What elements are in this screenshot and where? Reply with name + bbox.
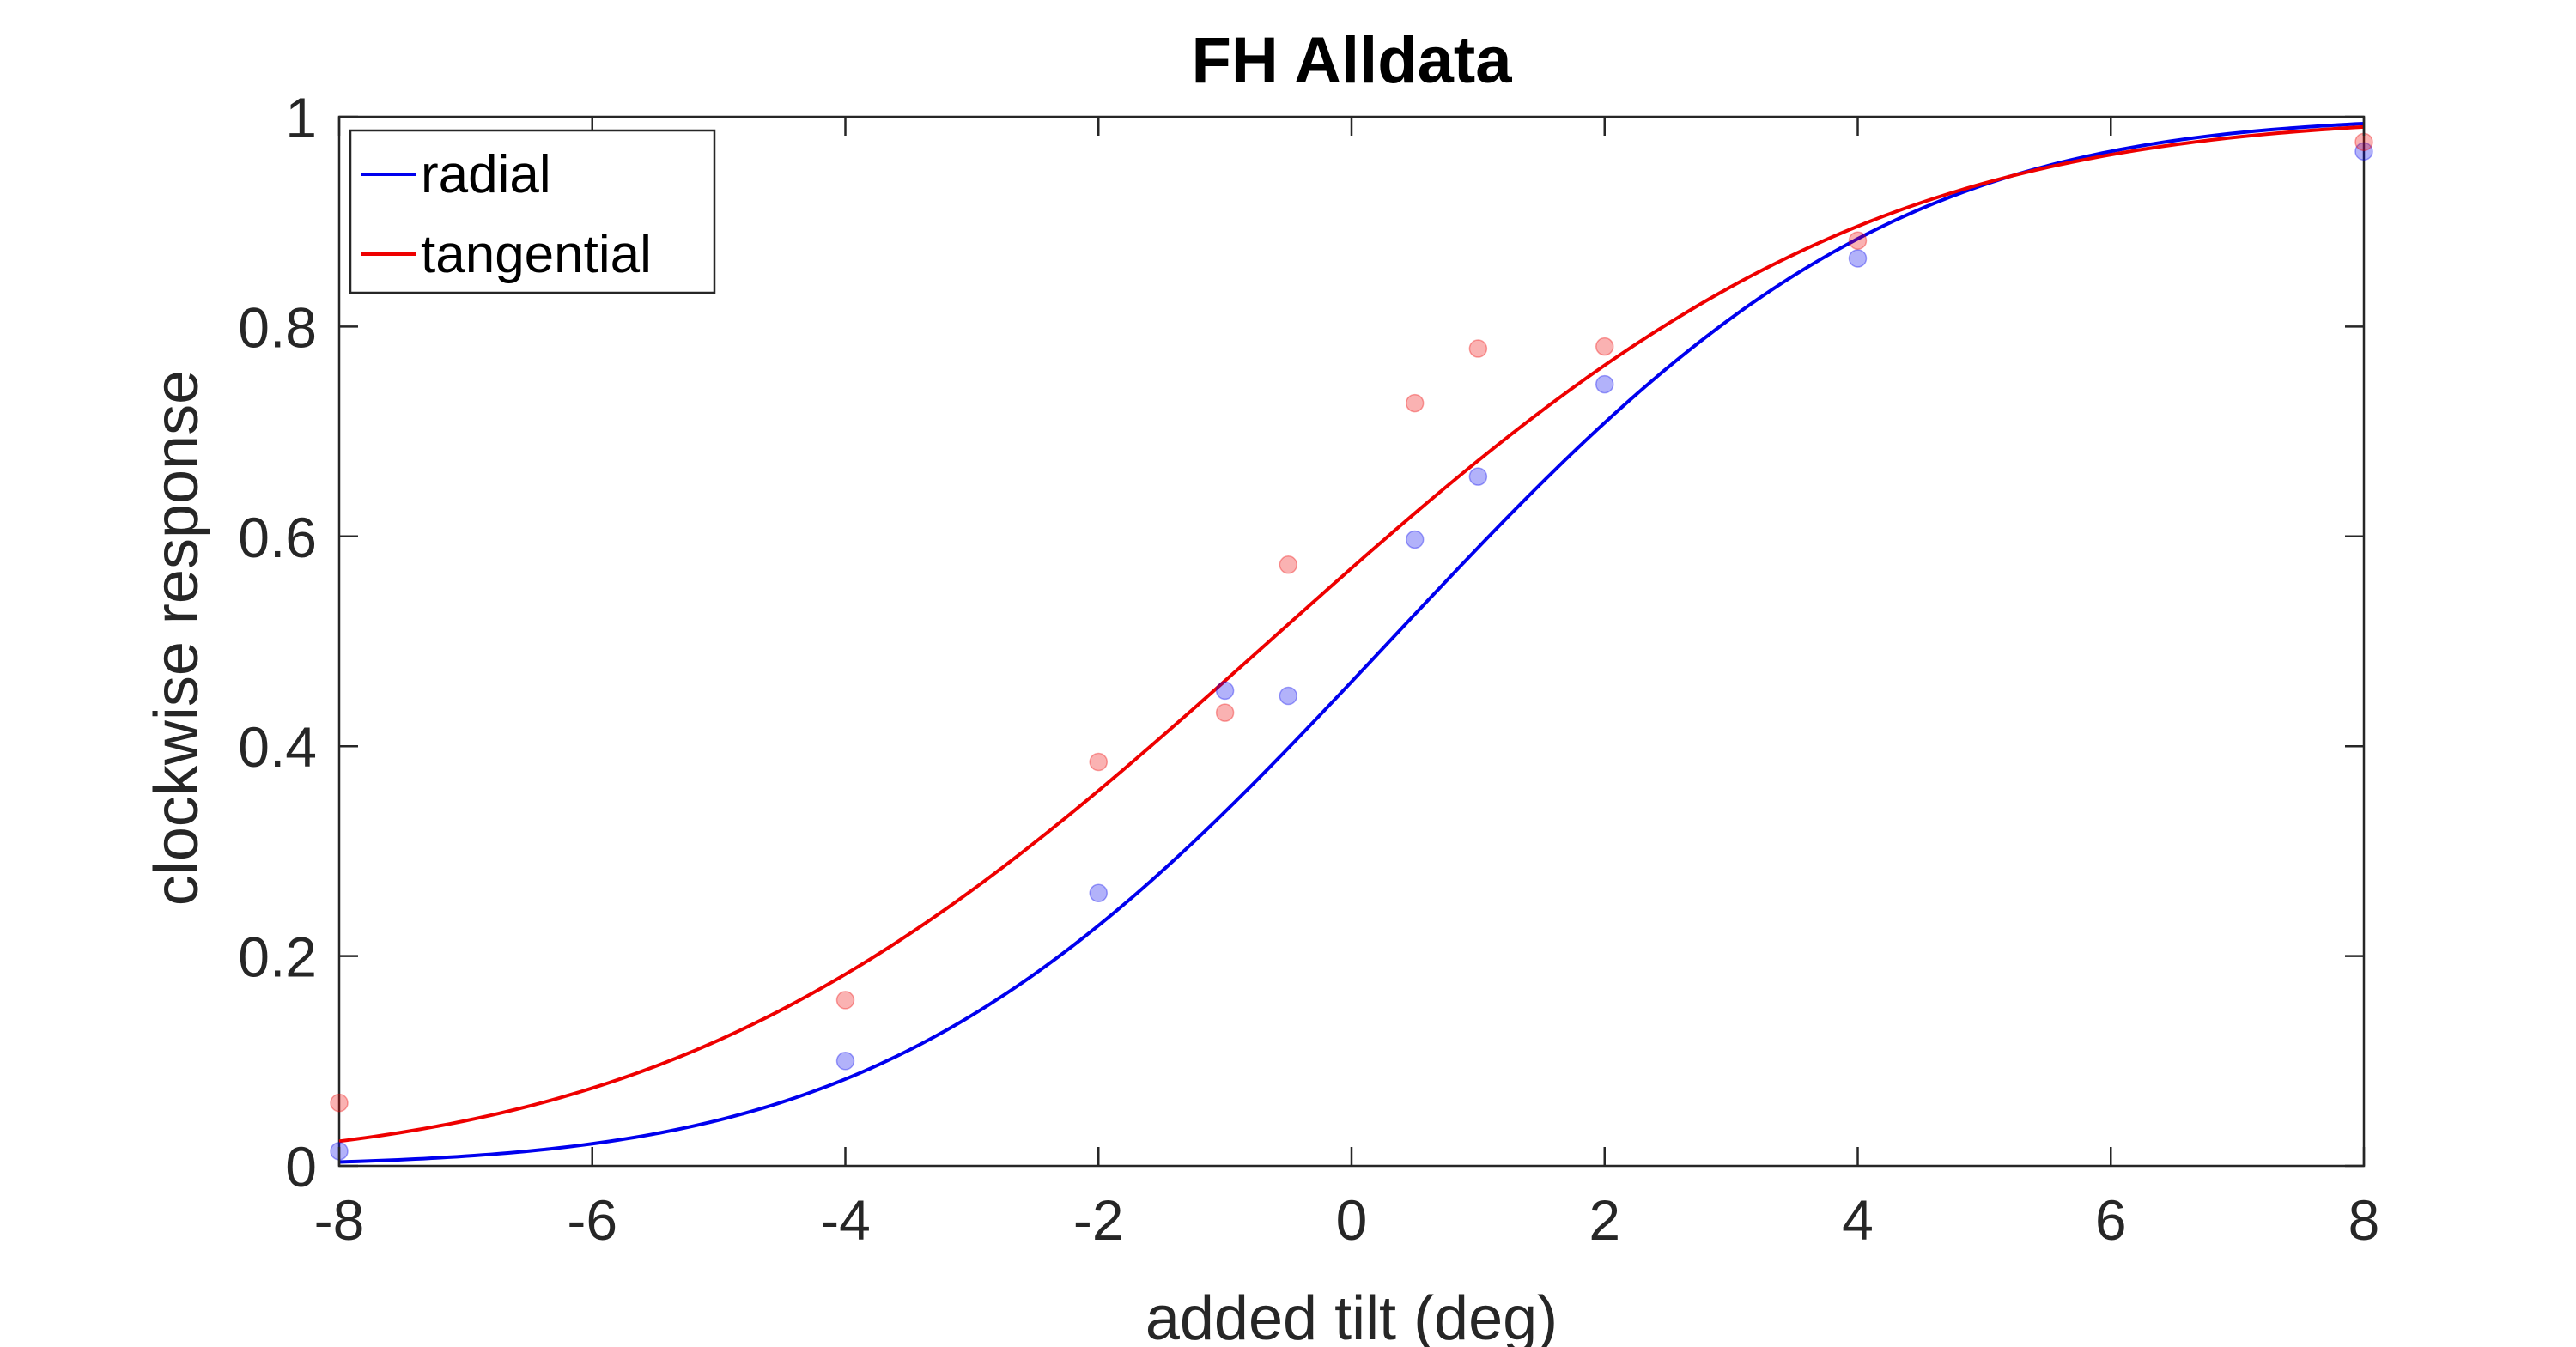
data-point-radial [1405, 530, 1425, 549]
x-tick-label: -2 [1073, 1188, 1124, 1252]
data-point-tangential [1089, 752, 1108, 772]
x-tick-label: 4 [1842, 1188, 1874, 1252]
x-tick-label: -8 [314, 1188, 365, 1252]
x-tick-label: -4 [820, 1188, 871, 1252]
data-point-radial [1595, 374, 1614, 394]
y-tick-label: 0 [285, 1135, 317, 1198]
y-tick-label: 0.4 [238, 715, 317, 779]
data-point-tangential [1468, 339, 1488, 358]
data-point-tangential [1848, 231, 1868, 250]
data-point-radial [1468, 467, 1488, 486]
data-point-tangential [1405, 393, 1425, 413]
y-tick-label: 0.8 [238, 295, 317, 359]
x-tick-label: 0 [1336, 1188, 1368, 1252]
data-point-radial [1089, 883, 1108, 903]
fit-curves [338, 121, 2365, 1164]
data-point-radial [1848, 249, 1868, 268]
data-point-radial [1279, 686, 1298, 706]
chart-title: FH Alldata [1192, 24, 1513, 97]
legend-label-radial: radial [421, 145, 551, 204]
y-tick-label: 0.2 [238, 925, 317, 989]
data-point-tangential [2354, 132, 2373, 152]
x-tick-label: -6 [567, 1188, 617, 1252]
data-point-radial [835, 1052, 855, 1071]
x-tick-label: 2 [1589, 1188, 1620, 1252]
data-point-tangential [1279, 555, 1298, 574]
legend-box [349, 129, 716, 294]
legend: radial tangential [349, 129, 716, 294]
fit-curve-tangential [338, 124, 2365, 1144]
data-markers [330, 132, 2373, 1161]
y-axis-label: clockwise response [143, 370, 211, 906]
data-point-radial [2354, 142, 2373, 161]
data-point-tangential [835, 991, 855, 1010]
data-point-tangential [330, 1093, 349, 1113]
data-point-tangential [1595, 337, 1614, 356]
x-tick-label: 6 [2095, 1188, 2127, 1252]
x-axis-label: added tilt (deg) [1145, 1284, 1558, 1347]
legend-label-tangential: tangential [421, 225, 652, 284]
axis-ticks: -8 -6 -4 -2 0 2 4 6 8 0 0.2 0.4 0.6 0.8 1 [238, 86, 2379, 1252]
data-point-tangential [1215, 703, 1235, 722]
data-point-radial [1215, 681, 1235, 701]
x-tick-label: 8 [2348, 1188, 2380, 1252]
y-tick-label: 1 [285, 86, 317, 149]
y-tick-label: 0.6 [238, 506, 317, 569]
